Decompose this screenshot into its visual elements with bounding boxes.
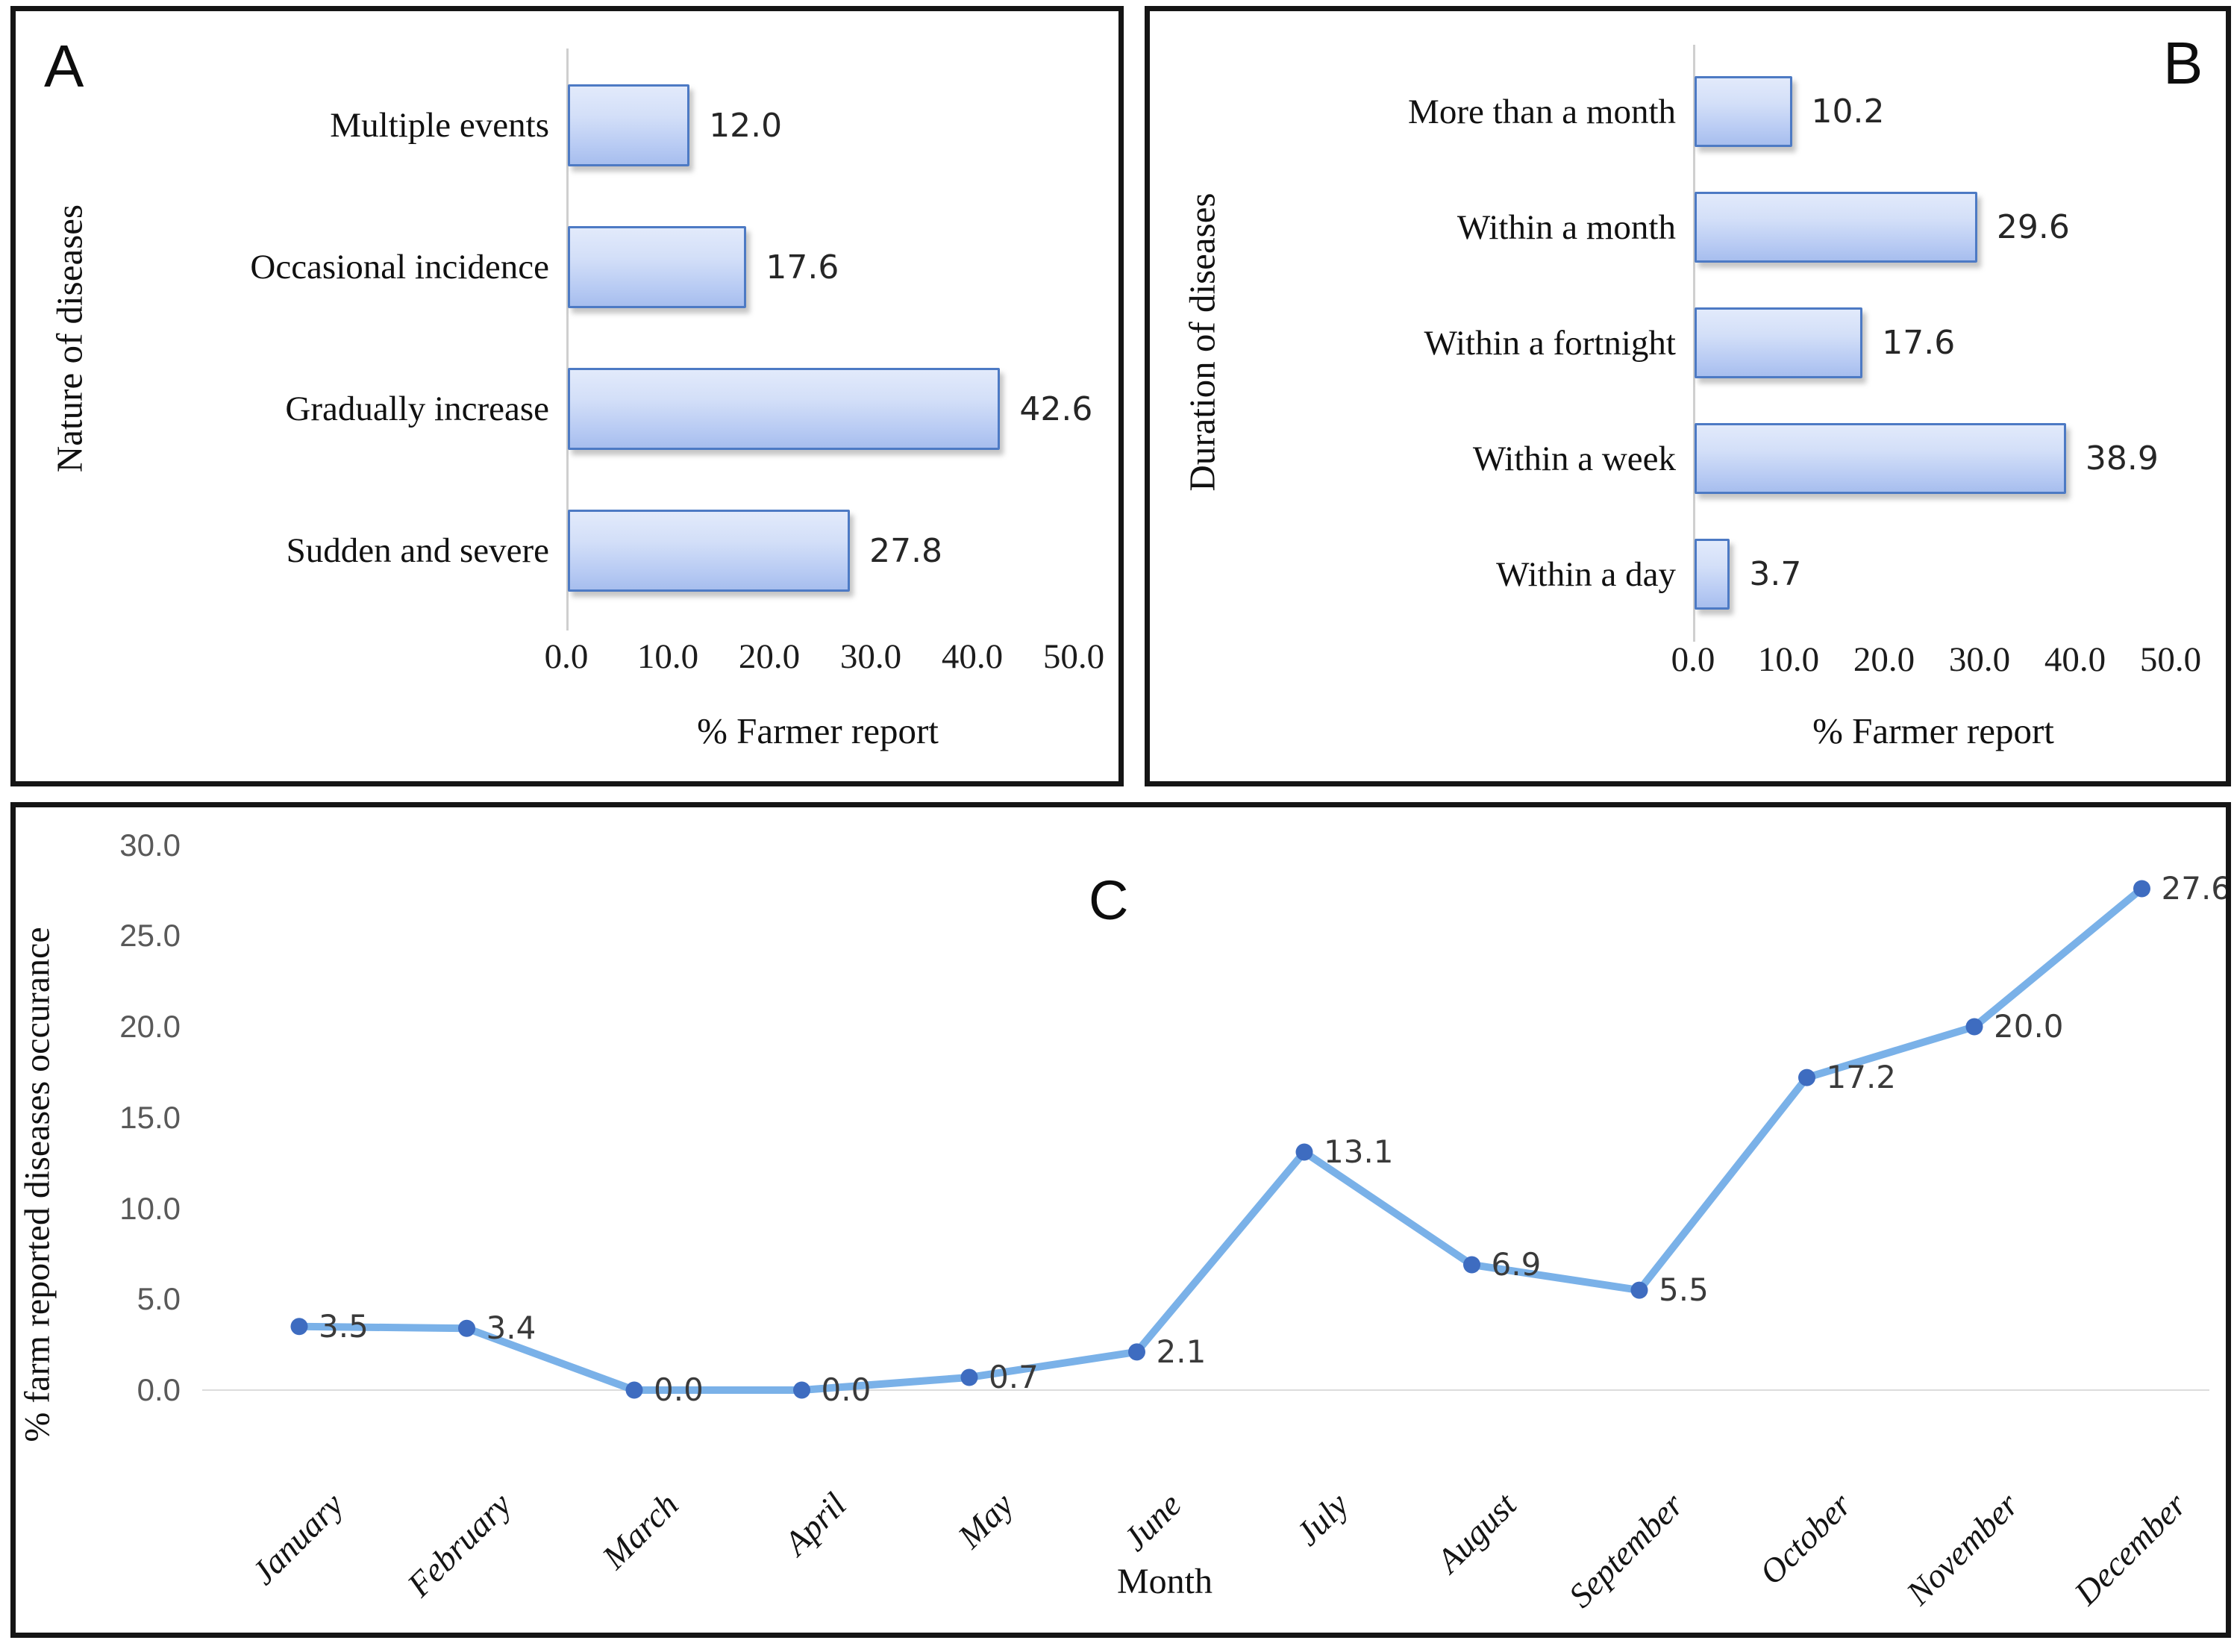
bar (568, 368, 1001, 450)
y-tick-label: 20.0 (119, 1009, 181, 1044)
bar (1695, 76, 1792, 147)
panel-b-x-axis-title: % Farmer report (1812, 710, 2054, 751)
panel-a-x-axis-title: % Farmer report (697, 710, 939, 751)
y-tick-label: 25.0 (119, 918, 181, 954)
data-point-marker (625, 1381, 643, 1399)
y-tick-label: 30.0 (119, 827, 181, 863)
x-tick-label: 30.0 (1948, 640, 2011, 679)
point-value-label: 6.9 (1491, 1245, 1542, 1283)
bar-value-label: 17.6 (1882, 324, 1956, 362)
bar-value-label: 17.6 (766, 248, 839, 287)
data-point-marker (1965, 1018, 1983, 1036)
panel-c-line-chart: C % farm reported diseases occurance 30.… (10, 802, 2231, 1638)
bar (568, 84, 690, 166)
point-value-label: 3.4 (486, 1310, 536, 1347)
data-point-marker (1128, 1343, 1145, 1361)
bar-value-label: 3.7 (1749, 555, 1802, 593)
x-tick-label: 10.0 (636, 637, 699, 676)
y-tick-label: 10.0 (119, 1190, 181, 1226)
category-label: More than a month (1408, 92, 1676, 131)
bar (568, 226, 747, 308)
zero-gridline (202, 1389, 2209, 1391)
point-value-label: 5.5 (1659, 1271, 1709, 1309)
x-tick-label: 10.0 (1757, 640, 1820, 679)
y-tick-label: 0.0 (137, 1372, 181, 1407)
panel-b-label: B (2163, 30, 2203, 96)
x-tick-label: 0.0 (544, 637, 589, 676)
data-point-marker (1295, 1143, 1313, 1161)
data-point-marker (2133, 880, 2150, 898)
bar (568, 510, 851, 592)
point-value-label: 17.2 (1826, 1059, 1897, 1096)
x-tick-label: 0.0 (1671, 640, 1715, 679)
bar-value-label: 27.8 (869, 531, 943, 570)
data-point-marker (1463, 1256, 1480, 1274)
data-point-marker (458, 1319, 475, 1337)
x-tick-label: 50.0 (2139, 640, 2202, 679)
panel-a-bar-chart: A Nature of diseases Multiple events 12.0… (10, 6, 1124, 786)
data-point-marker (1630, 1281, 1648, 1299)
y-tick-label: 15.0 (119, 1099, 181, 1135)
category-label: Within a fortnight (1424, 323, 1677, 363)
panel-c-label: C (1089, 869, 1129, 931)
point-value-label: 27.6 (2161, 869, 2231, 907)
bar-value-label: 29.6 (1996, 208, 2070, 246)
x-tick-label: 20.0 (1853, 640, 1915, 679)
category-label: Within a week (1472, 439, 1676, 478)
data-point-marker (1798, 1069, 1815, 1086)
panel-a-label: A (44, 33, 84, 99)
bar (1695, 307, 1863, 378)
point-value-label: 13.1 (1324, 1133, 1394, 1170)
bar (1695, 192, 1977, 263)
x-tick-label: 40.0 (941, 637, 1004, 676)
category-label: Sudden and severe (286, 531, 549, 570)
x-tick-label: 30.0 (839, 637, 902, 676)
panel-b-bar-chart: B Duration of diseases More than a month… (1145, 6, 2231, 786)
data-point-marker (290, 1318, 308, 1336)
panel-c-x-axis-title: Month (1116, 1562, 1213, 1601)
point-value-label: 3.5 (319, 1307, 369, 1345)
panel-a-axis-line (566, 49, 569, 631)
x-tick-label: 40.0 (2044, 640, 2106, 679)
data-point-marker (793, 1381, 810, 1399)
point-value-label: 20.0 (1994, 1008, 2064, 1045)
point-value-label: 0.0 (821, 1371, 872, 1408)
bar-value-label: 10.2 (1811, 93, 1885, 131)
bar-value-label: 38.9 (2085, 439, 2159, 478)
bar-value-label: 42.6 (1019, 389, 1093, 428)
panel-b-axis-line (1693, 45, 1695, 642)
line-series-svg (290, 880, 2150, 1399)
y-tick-label: 5.0 (137, 1281, 181, 1317)
data-point-marker (960, 1368, 978, 1386)
point-value-label: 2.1 (1156, 1333, 1207, 1370)
series-line (295, 884, 2146, 1394)
bar (1695, 539, 1730, 610)
category-label: Multiple events (330, 106, 549, 145)
x-tick-label: 50.0 (1042, 637, 1105, 676)
category-label: Occasional incidence (250, 248, 549, 287)
category-label: Gradually increase (285, 389, 549, 428)
bar (1695, 423, 2066, 494)
point-value-label: 0.7 (989, 1358, 1039, 1395)
category-label: Within a day (1496, 554, 1676, 594)
bar-value-label: 12.0 (709, 106, 783, 145)
x-tick-label: 20.0 (738, 637, 801, 676)
category-label: Within a month (1457, 207, 1676, 247)
point-value-label: 0.0 (654, 1371, 704, 1408)
